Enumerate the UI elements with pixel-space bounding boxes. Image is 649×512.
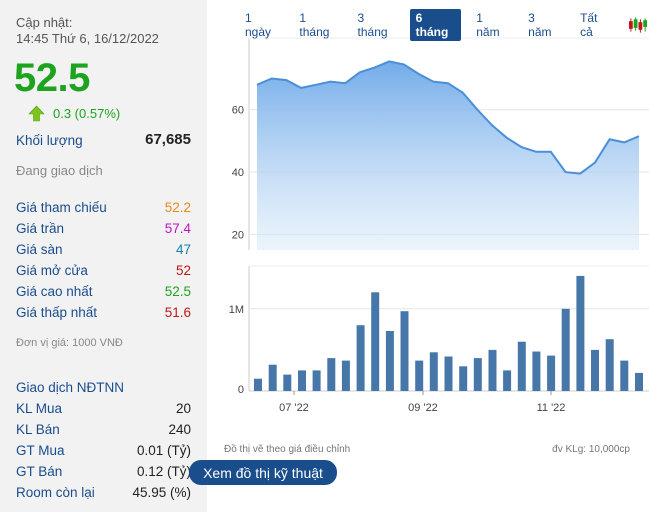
foreign-row: Room còn lại 45.95 (%) (16, 485, 191, 500)
price-row-label: Giá thấp nhất (16, 305, 98, 320)
volume-tick-label: 0 (238, 384, 244, 396)
foreign-row-value: 45.95 (%) (132, 485, 191, 500)
x-tick-label: 09 '22 (408, 402, 438, 414)
price-line (256, 60, 640, 175)
stock-summary-panel: Cập nhật: 14:45 Thứ 6, 16/12/2022 52.5 0… (0, 0, 207, 512)
volume-bar (298, 370, 306, 391)
up-arrow-icon (28, 105, 45, 122)
price-row: Giá trần 57.4 (16, 221, 191, 236)
volume-bar (488, 349, 497, 391)
price-row-value: 57.4 (164, 221, 191, 236)
price-row-value: 47 (175, 242, 191, 257)
price-row: Giá thấp nhất 51.6 (16, 305, 191, 320)
volume-bar (576, 275, 585, 391)
current-price: 52.5 (14, 56, 90, 100)
volume-unit-note: đv KLg: 10,000cp (552, 444, 630, 455)
period-tab[interactable]: 1 năm (476, 11, 500, 39)
volume-bar (327, 358, 336, 391)
volume-bar (444, 356, 453, 391)
price-area (257, 61, 639, 251)
technical-chart-button[interactable]: Xem đồ thị kỹ thuật (189, 460, 337, 485)
x-tick-label: 07 '22 (279, 402, 309, 414)
chart-panel: 60 40 20 1M 0 07 '22 09 '22 11 '22 1 ngày 1 thán… (207, 0, 649, 512)
price-row-value: 51.6 (164, 305, 191, 320)
price-chart-svg: 60 40 20 1M 0 07 '22 09 '22 11 '22 (229, 37, 649, 414)
volume-bar (547, 355, 556, 391)
price-row-label: Giá trần (16, 221, 65, 236)
foreign-title: Giao dịch NĐTNN (16, 380, 191, 395)
price-row-value: 52.5 (164, 284, 191, 299)
volume-bar (385, 331, 394, 391)
foreign-row: GT Bán 0.12 (Tỷ) (16, 464, 191, 479)
candlestick-icon[interactable] (628, 16, 649, 34)
volume-bar (605, 339, 614, 391)
trading-status: Đang giao dịch (16, 163, 103, 178)
volume-value: 67,685 (145, 131, 191, 148)
tab-list: 1 ngày 1 tháng 3 tháng 6 tháng 1 năm 3 năm Tất… (239, 9, 626, 41)
x-tick-label: 11 '22 (537, 402, 566, 414)
price-row: Giá mở cửa 52 (16, 263, 191, 278)
volume-bar (635, 372, 643, 391)
volume-bar (356, 325, 365, 391)
price-row-label: Giá sàn (16, 242, 63, 257)
foreign-row-value: 20 (175, 401, 191, 416)
foreign-title-label: Giao dịch NĐTNN (16, 380, 125, 395)
period-tabs: 1 ngày 1 tháng 3 tháng 6 tháng 1 năm 3 năm Tất… (239, 9, 649, 41)
period-tab[interactable]: 3 tháng (357, 11, 388, 39)
volume-bar (429, 352, 438, 391)
price-tick-label: 60 (232, 105, 244, 117)
volume-bar (503, 370, 512, 391)
volume-label: Khối lượng (16, 133, 83, 148)
foreign-row: KL Mua 20 (16, 401, 191, 416)
volume-bar (473, 358, 482, 391)
volume-tick-label: 1M (229, 304, 244, 316)
volume-bar (371, 292, 380, 391)
price-tick-label: 40 (232, 167, 244, 179)
foreign-row-label: Room còn lại (16, 485, 95, 500)
price-row-label: Giá mở cửa (16, 263, 88, 278)
price-row-value: 52 (175, 263, 191, 278)
foreign-row-label: KL Bán (16, 422, 60, 437)
foreign-row-label: GT Bán (16, 464, 63, 479)
chart-footnote: Đồ thị vẽ theo giá điều chỉnh (224, 444, 351, 455)
price-row-value: 52.2 (164, 200, 191, 215)
volume-bar (459, 366, 468, 391)
volume-bar (415, 360, 424, 391)
price-change-value: 0.3 (0.57%) (53, 106, 121, 121)
price-row: Giá tham chiếu 52.2 (16, 200, 191, 215)
period-tab[interactable]: 6 tháng (409, 9, 462, 41)
foreign-row-value: 240 (168, 422, 191, 437)
price-row: Giá cao nhất 52.5 (16, 284, 191, 299)
volume-bar (268, 364, 277, 391)
foreign-row-label: GT Mua (16, 443, 65, 458)
foreign-row-label: KL Mua (16, 401, 63, 416)
update-label: Cập nhật: (16, 15, 73, 30)
price-change: 0.3 (0.57%) (28, 105, 120, 122)
foreign-row: KL Bán 240 (16, 422, 191, 437)
price-row-label: Giá tham chiếu (16, 200, 107, 215)
volume-bar (517, 341, 526, 391)
period-tab[interactable]: 1 ngày (245, 11, 272, 39)
foreign-row: GT Mua 0.01 (Tỷ) (16, 443, 191, 458)
volume-bar (312, 370, 321, 391)
period-tab[interactable]: 1 tháng (299, 11, 330, 39)
volume-row: Khối lượng 67,685 (16, 131, 191, 148)
update-time: 14:45 Thứ 6, 16/12/2022 (16, 31, 159, 46)
volume-bar (620, 360, 629, 391)
volume-bar (532, 351, 541, 391)
price-row-label: Giá cao nhất (16, 284, 93, 299)
volume-bar (591, 349, 599, 391)
price-tick-label: 20 (232, 229, 244, 241)
volume-bar (561, 308, 570, 391)
price-row: Giá sàn 47 (16, 242, 191, 257)
foreign-row-value: 0.12 (Tỷ) (136, 464, 191, 479)
unit-note: Đơn vị giá: 1000 VNĐ (16, 337, 123, 349)
period-tab[interactable]: 3 năm (528, 11, 552, 39)
volume-bar (341, 360, 350, 391)
volume-bar (400, 311, 409, 391)
volume-bar (254, 378, 262, 391)
volume-bar (283, 374, 292, 391)
period-tab[interactable]: Tất cả (580, 11, 598, 39)
foreign-row-value: 0.01 (Tỷ) (136, 443, 191, 458)
